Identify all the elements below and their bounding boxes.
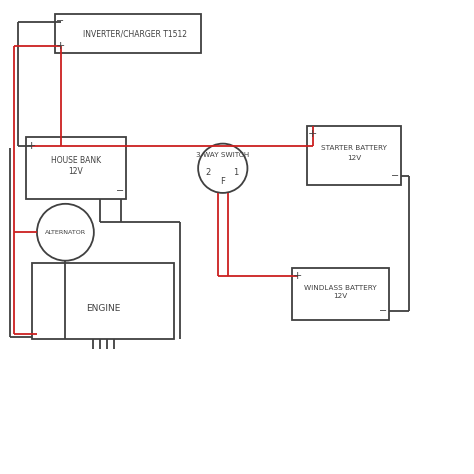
Text: WINDLASS BATTERY: WINDLASS BATTERY bbox=[304, 284, 376, 291]
Text: −: − bbox=[56, 16, 64, 27]
Text: 12V: 12V bbox=[333, 293, 347, 300]
Text: −: − bbox=[116, 185, 124, 196]
Text: INVERTER/CHARGER T1512: INVERTER/CHARGER T1512 bbox=[83, 29, 187, 38]
Bar bbox=[55, 14, 201, 53]
Text: 3-WAY SWITCH: 3-WAY SWITCH bbox=[196, 152, 249, 158]
Text: 1: 1 bbox=[233, 168, 239, 176]
Text: 12V: 12V bbox=[347, 155, 361, 161]
Text: −: − bbox=[379, 306, 387, 317]
Bar bbox=[307, 126, 401, 185]
Text: 2: 2 bbox=[205, 168, 210, 176]
Text: −: − bbox=[391, 171, 400, 182]
Bar bbox=[32, 263, 174, 339]
Bar bbox=[292, 268, 389, 320]
Text: ALTERNATOR: ALTERNATOR bbox=[45, 230, 86, 235]
Text: +: + bbox=[27, 141, 36, 151]
Text: +: + bbox=[292, 271, 302, 282]
Text: F: F bbox=[220, 177, 225, 186]
Text: STARTER BATTERY: STARTER BATTERY bbox=[321, 145, 387, 151]
Text: HOUSE BANK: HOUSE BANK bbox=[51, 156, 101, 165]
Text: ENGINE: ENGINE bbox=[86, 304, 120, 313]
Text: +: + bbox=[308, 129, 318, 139]
Text: +: + bbox=[55, 41, 65, 51]
Bar bbox=[26, 137, 126, 199]
Text: 12V: 12V bbox=[68, 167, 83, 176]
